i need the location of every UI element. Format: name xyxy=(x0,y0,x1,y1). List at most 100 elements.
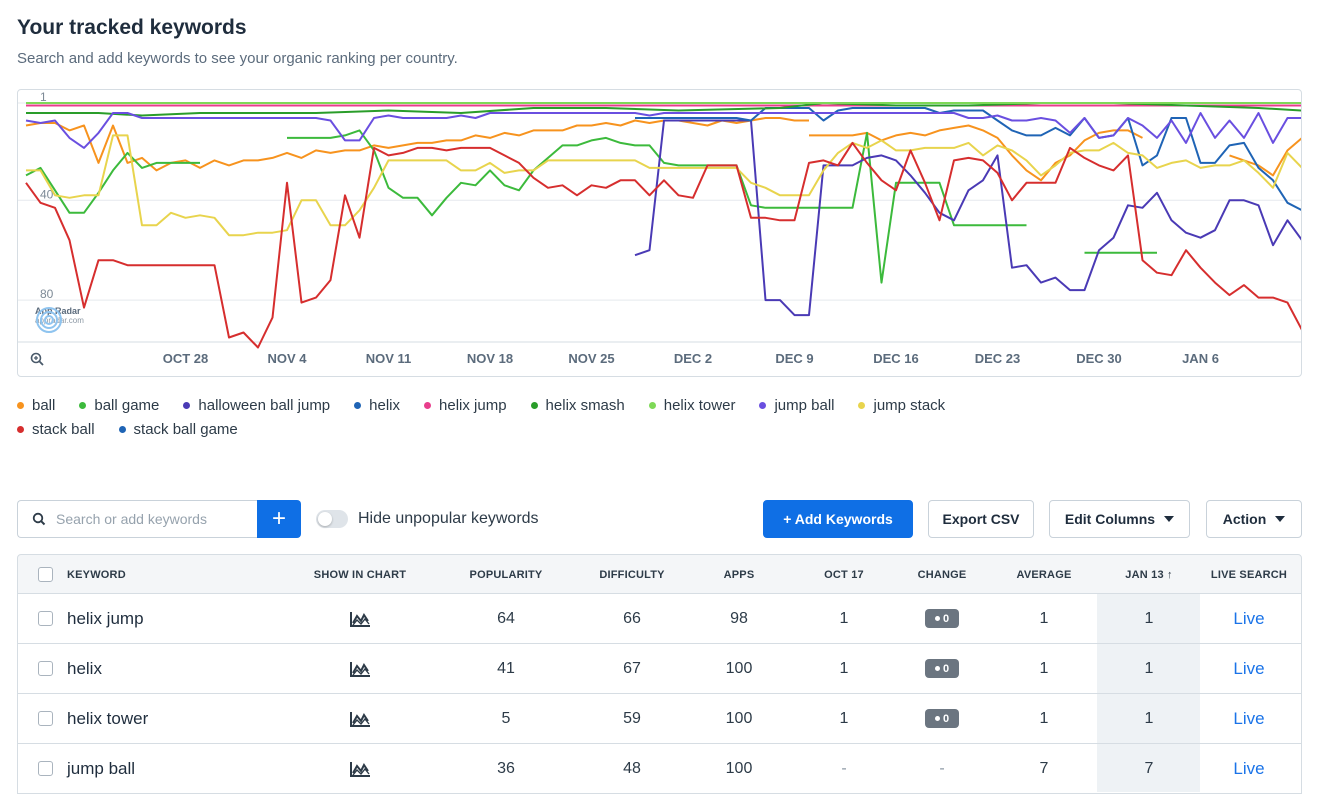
legend-item-halloween-ball-jump[interactable]: halloween ball jump xyxy=(183,393,330,417)
x-tick-label: NOV 4 xyxy=(267,351,307,366)
live-search-link[interactable]: Live xyxy=(1233,659,1265,678)
hide-unpopular-toggle[interactable] xyxy=(316,510,348,528)
legend-item-ball-game[interactable]: ball game xyxy=(79,393,159,417)
series-line-stack-ball xyxy=(25,141,1301,349)
add-keywords-button[interactable]: + Add Keywords xyxy=(763,500,913,538)
live-search-link[interactable]: Live xyxy=(1233,709,1265,728)
y-tick-label: 40 xyxy=(40,187,54,201)
page-subtitle: Search and add keywords to see your orga… xyxy=(17,50,458,67)
select-all-checkbox[interactable] xyxy=(38,567,53,582)
live-search-link[interactable]: Live xyxy=(1233,609,1265,628)
legend-item-jump-stack[interactable]: jump stack xyxy=(858,393,945,417)
legend-item-stack-ball[interactable]: stack ball xyxy=(17,417,95,441)
watermark-url: appradar.com xyxy=(35,316,84,325)
keyword-cell: helix tower xyxy=(67,709,149,728)
table-row: jump ball 36 48 100 - 7 7 Live - xyxy=(17,744,1302,794)
keyword-cell: jump ball xyxy=(67,759,136,778)
x-tick-label: DEC 2 xyxy=(673,351,713,366)
change-dot-icon xyxy=(934,616,940,622)
oct17-cell: 1 xyxy=(839,660,849,677)
keywords-table: KEYWORD SHOW IN CHART POPULARITY DIFFICU… xyxy=(17,554,1302,794)
edit-columns-button[interactable]: Edit Columns xyxy=(1049,500,1190,538)
popularity-cell: 41 xyxy=(497,660,515,677)
keyword-cell: helix jump xyxy=(67,609,144,628)
col-popularity[interactable]: POPULARITY xyxy=(469,569,543,581)
col-show-in-chart[interactable]: SHOW IN CHART xyxy=(313,569,407,581)
show-in-chart-icon[interactable] xyxy=(349,644,371,694)
search-input[interactable] xyxy=(54,510,248,528)
popularity-cell: 64 xyxy=(497,610,515,627)
legend-item-stack-ball-game[interactable]: stack ball game xyxy=(118,417,238,441)
col-difficulty[interactable]: DIFFICULTY xyxy=(599,569,665,581)
hide-unpopular-label: Hide unpopular keywords xyxy=(358,510,539,527)
table-row: helix jump 64 66 98 1 1 1 Live 0 xyxy=(17,594,1302,644)
legend-dot xyxy=(648,401,656,409)
show-in-chart-icon[interactable] xyxy=(349,594,371,644)
average-cell: 1 xyxy=(1039,660,1049,677)
show-in-chart-icon[interactable] xyxy=(349,744,371,794)
chart-legend: ball ball game halloween ball jump helix hel… xyxy=(17,393,1217,441)
change-cell: - xyxy=(939,760,945,777)
difficulty-cell: 48 xyxy=(623,760,641,777)
x-tick-label: NOV 18 xyxy=(466,351,514,366)
col-apps[interactable]: APPS xyxy=(723,569,755,581)
row-checkbox[interactable] xyxy=(38,711,53,726)
row-checkbox[interactable] xyxy=(38,661,53,676)
series-line-ball xyxy=(1229,137,1301,177)
col-jan13[interactable]: JAN 13 ↑ xyxy=(1125,569,1173,581)
keyword-search[interactable] xyxy=(17,500,257,538)
apps-cell: 100 xyxy=(725,710,753,727)
difficulty-cell: 59 xyxy=(623,710,641,727)
col-keyword[interactable]: KEYWORD xyxy=(67,569,126,581)
table-row: helix tower 5 59 100 1 1 1 Live 0 xyxy=(17,694,1302,744)
average-cell: 1 xyxy=(1039,610,1049,627)
x-tick-label: NOV 25 xyxy=(568,351,615,366)
ranking-chart-plot: 1 40 80 xyxy=(18,90,1301,349)
col-oct17[interactable]: OCT 17 xyxy=(824,569,864,581)
change-cell: 0 xyxy=(925,694,959,744)
series-line-jump-stack xyxy=(26,134,1301,237)
jan13-cell: 1 xyxy=(1144,610,1154,627)
ranking-chart[interactable]: 1 40 80 App Radar appradar.com OCT 28 NOV 4… xyxy=(17,89,1302,377)
col-change[interactable]: CHANGE xyxy=(917,569,967,581)
row-checkbox[interactable] xyxy=(38,761,53,776)
y-tick-label: 1 xyxy=(40,90,47,104)
legend-item-helix-jump[interactable]: helix jump xyxy=(424,393,507,417)
legend-item-helix[interactable]: helix xyxy=(354,393,400,417)
edit-columns-label: Edit Columns xyxy=(1064,511,1156,527)
legend-dot xyxy=(759,401,767,409)
page-title: Your tracked keywords xyxy=(17,16,247,39)
col-live-search[interactable]: LIVE SEARCH xyxy=(1210,569,1288,581)
change-cell: 0 xyxy=(925,644,959,694)
legend-dot xyxy=(424,401,432,409)
change-badge: 0 xyxy=(925,609,959,629)
keyword-cell: helix xyxy=(67,659,102,678)
export-csv-button[interactable]: Export CSV xyxy=(928,500,1034,538)
oct17-cell: 1 xyxy=(839,610,849,627)
apps-cell: 100 xyxy=(725,760,753,777)
legend-item-ball[interactable]: ball xyxy=(17,393,55,417)
legend-label: ball xyxy=(32,396,56,414)
legend-item-jump-ball[interactable]: jump ball xyxy=(759,393,834,417)
add-keyword-button[interactable]: + xyxy=(257,500,301,538)
series-line-halloween-ball-jump xyxy=(634,119,1301,317)
legend-item-helix-smash[interactable]: helix smash xyxy=(530,393,625,417)
jan13-cell: 1 xyxy=(1144,660,1154,677)
x-tick-label: DEC 23 xyxy=(974,351,1021,366)
action-button[interactable]: Action xyxy=(1206,500,1302,538)
popularity-cell: 5 xyxy=(501,710,511,727)
legend-label: jump stack xyxy=(873,396,946,414)
apps-cell: 98 xyxy=(730,610,748,627)
caret-down-icon xyxy=(1275,516,1286,522)
col-average[interactable]: AVERAGE xyxy=(1016,569,1072,581)
popularity-cell: 36 xyxy=(497,760,515,777)
legend-dot xyxy=(530,401,538,409)
legend-label: stack ball xyxy=(32,420,95,438)
show-in-chart-icon[interactable] xyxy=(349,694,371,744)
legend-label: jump ball xyxy=(774,396,835,414)
legend-dot xyxy=(118,425,126,433)
legend-item-helix-tower[interactable]: helix tower xyxy=(648,393,735,417)
row-checkbox[interactable] xyxy=(38,611,53,626)
live-search-link[interactable]: Live xyxy=(1233,759,1265,778)
table-body: helix jump 64 66 98 1 1 1 Live 0 helix 41 67 100 1 1 1 L… xyxy=(17,594,1302,794)
